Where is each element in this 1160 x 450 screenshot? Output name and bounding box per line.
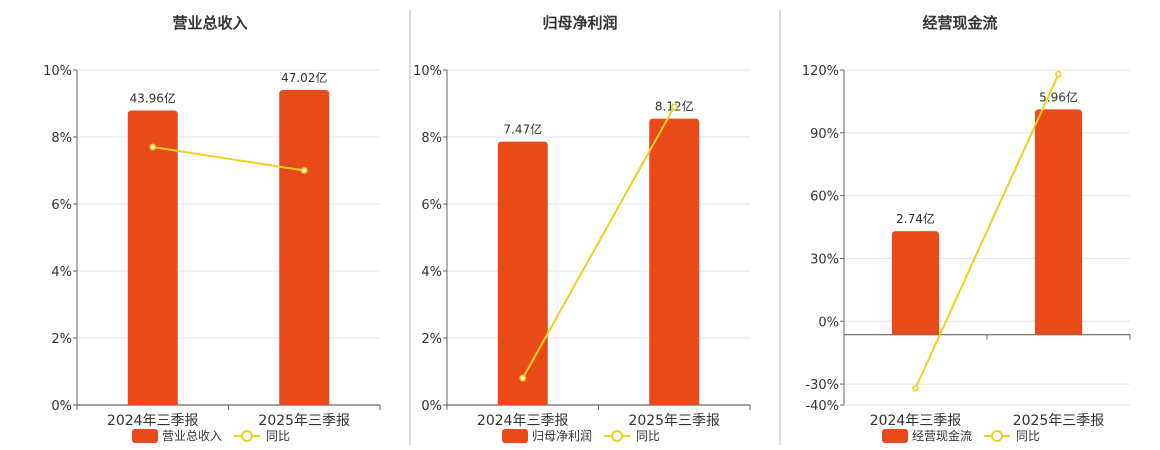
bar xyxy=(1034,109,1083,335)
y-tick-label: 90% xyxy=(810,127,839,142)
legend-line-marker xyxy=(611,430,624,442)
x-category-label: 2024年三季报 xyxy=(107,413,199,429)
legend: 归母净利润 同比 xyxy=(502,429,660,443)
y-tick-label: 6% xyxy=(421,198,442,213)
y-tick-label: 60% xyxy=(810,190,839,205)
legend: 营业总收入 同比 xyxy=(132,429,290,443)
y-tick-label: 8% xyxy=(421,131,442,146)
y-tick-label: 8% xyxy=(51,131,72,146)
legend-bar-swatch xyxy=(132,429,158,443)
y-tick-label: -30% xyxy=(805,378,839,393)
yoy-line xyxy=(914,73,1060,389)
x-category-label: 2025年三季报 xyxy=(258,413,350,429)
legend-line-label: 同比 xyxy=(636,429,660,443)
yoy-point xyxy=(1055,70,1062,78)
legend-bar-label: 归母净利润 xyxy=(532,429,592,443)
chart-title: 营业总收入 xyxy=(172,14,247,32)
chart-panel-1: 营业总收入 0% 2% 4% 6% 8% 10% 43.96亿 47.02亿 2024年三季报 20… xyxy=(43,14,381,443)
bar-data-label: 47.02亿 xyxy=(281,70,327,85)
y-tick-label: 10% xyxy=(43,64,72,79)
legend-line-marker xyxy=(991,430,1004,442)
y-tick-label: 2% xyxy=(51,332,72,347)
chart-title: 归母净利润 xyxy=(542,14,617,32)
x-category-label: 2024年三季报 xyxy=(870,413,962,429)
y-tick-label: 6% xyxy=(51,198,72,213)
bar-data-label: 7.47亿 xyxy=(503,122,542,137)
bar xyxy=(891,231,940,335)
yoy-point xyxy=(300,167,308,174)
legend-line-marker xyxy=(241,430,254,442)
yoy-line xyxy=(152,146,305,172)
x-category-label: 2024年三季报 xyxy=(477,413,569,429)
yoy-line xyxy=(521,106,676,379)
bar-data-label: 2.74亿 xyxy=(896,211,935,226)
legend-line-label: 同比 xyxy=(266,429,290,443)
yoy-point xyxy=(519,374,527,382)
bar xyxy=(127,110,178,405)
chart-panel-2: 归母净利润0%2%4%6%8%10%7.47亿8.12亿2024年三季报2025… xyxy=(413,14,751,443)
x-category-label: 2025年三季报 xyxy=(628,413,720,429)
y-tick-label: 120% xyxy=(802,64,839,79)
y-tick-label: 0% xyxy=(818,315,839,330)
y-tick-label: 0% xyxy=(51,399,72,414)
yoy-point xyxy=(670,103,678,111)
y-tick-label: 10% xyxy=(413,64,442,79)
x-category-label: 2025年三季报 xyxy=(1013,413,1105,429)
legend-line-label: 同比 xyxy=(1016,429,1040,443)
yoy-point xyxy=(149,143,157,151)
legend-bar-swatch xyxy=(502,429,528,443)
legend-bar-label: 营业总收入 xyxy=(162,429,222,443)
legend-bar-swatch xyxy=(882,429,908,443)
chart-panel-3: 经营现金流-40%-30%0%30%60%90%120%2.74亿5.96亿20… xyxy=(802,14,1131,443)
y-tick-label: 4% xyxy=(51,265,72,280)
y-tick-label: 0% xyxy=(421,399,442,414)
y-tick-label: 4% xyxy=(421,265,442,280)
y-tick-label: -40% xyxy=(805,399,839,414)
legend: 经营现金流 同比 xyxy=(882,428,1040,443)
bar xyxy=(649,118,700,406)
bar-data-label: 43.96亿 xyxy=(130,90,176,105)
chart-title: 经营现金流 xyxy=(922,14,997,32)
legend-bar-label: 经营现金流 xyxy=(912,428,972,443)
yoy-point xyxy=(912,384,919,392)
y-tick-label: 30% xyxy=(810,252,839,267)
y-tick-label: 2% xyxy=(421,332,442,347)
bar xyxy=(279,89,330,405)
bar xyxy=(497,141,548,405)
